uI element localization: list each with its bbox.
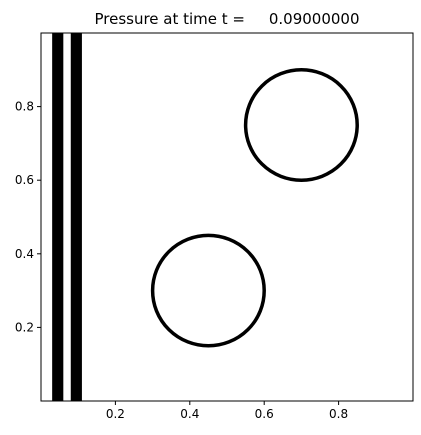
y-tick-label: 0.8 [15,100,34,114]
pressure-circle-1 [243,68,359,182]
x-axis: 0.2 0.4 0.6 0.8 [106,401,348,421]
y-tick-label: 0.4 [15,247,34,261]
x-tick-label: 0.2 [106,407,125,421]
plot-frame [40,32,414,402]
pressure-band-1 [52,33,64,401]
y-axis: 0.2 0.4 0.6 0.8 [15,100,41,334]
x-tick-label: 0.8 [329,407,348,421]
bands-layer [52,33,82,401]
pressure-band-2 [70,33,82,401]
x-tick-label: 0.4 [180,407,199,421]
pressure-circle-2 [150,233,266,348]
y-tick-label: 0.2 [15,320,34,334]
x-tick-label: 0.6 [255,407,274,421]
y-tick-label: 0.6 [15,173,34,187]
circles-layer [150,68,359,348]
chart-title: Pressure at time t = 0.09000000 [94,10,359,28]
